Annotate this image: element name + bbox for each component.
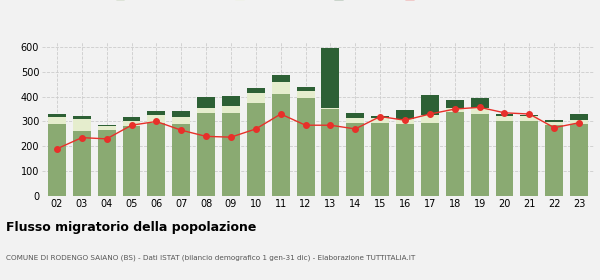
Text: Flusso migratorio della popolazione: Flusso migratorio della popolazione xyxy=(6,221,256,234)
Bar xyxy=(73,119,91,131)
Bar xyxy=(570,120,588,124)
Bar xyxy=(197,97,215,108)
Bar xyxy=(371,123,389,196)
Bar xyxy=(322,108,340,109)
Bar xyxy=(396,120,414,124)
Bar xyxy=(296,87,314,91)
Bar xyxy=(296,98,314,196)
Bar xyxy=(396,110,414,120)
Bar xyxy=(296,91,314,98)
Bar xyxy=(222,113,240,196)
Bar xyxy=(446,111,464,196)
Bar xyxy=(496,116,514,122)
Bar xyxy=(197,113,215,196)
Bar xyxy=(48,116,66,124)
Bar xyxy=(545,122,563,125)
Bar xyxy=(172,116,190,124)
Bar xyxy=(197,108,215,113)
Bar xyxy=(172,124,190,196)
Bar xyxy=(421,123,439,196)
Bar xyxy=(520,115,538,116)
Bar xyxy=(48,124,66,196)
Bar xyxy=(421,95,439,115)
Bar xyxy=(247,93,265,103)
Bar xyxy=(446,100,464,108)
Bar xyxy=(421,115,439,123)
Bar xyxy=(122,122,140,127)
Bar xyxy=(48,113,66,116)
Bar xyxy=(222,96,240,106)
Bar xyxy=(346,113,364,118)
Bar xyxy=(172,111,190,116)
Bar xyxy=(222,106,240,113)
Legend: Iscritti (da altri comuni), Iscritti (dall'estero), Iscritti (altri), Cancellati: Iscritti (da altri comuni), Iscritti (da… xyxy=(112,0,524,4)
Bar xyxy=(73,116,91,119)
Bar xyxy=(322,109,340,196)
Bar xyxy=(122,127,140,196)
Bar xyxy=(371,118,389,123)
Bar xyxy=(98,127,116,130)
Bar xyxy=(570,124,588,196)
Text: COMUNE DI RODENGO SAIANO (BS) - Dati ISTAT (bilancio demografico 1 gen-31 dic) -: COMUNE DI RODENGO SAIANO (BS) - Dati IST… xyxy=(6,255,415,261)
Bar xyxy=(73,131,91,196)
Bar xyxy=(470,98,488,108)
Bar xyxy=(371,116,389,118)
Bar xyxy=(148,115,166,123)
Bar xyxy=(470,108,488,114)
Bar xyxy=(272,82,290,94)
Bar xyxy=(496,122,514,196)
Bar xyxy=(446,108,464,111)
Bar xyxy=(520,122,538,196)
Bar xyxy=(570,113,588,120)
Bar xyxy=(396,124,414,196)
Bar xyxy=(272,75,290,82)
Bar xyxy=(545,120,563,122)
Bar xyxy=(148,123,166,196)
Bar xyxy=(496,114,514,116)
Bar xyxy=(247,88,265,93)
Bar xyxy=(148,111,166,115)
Bar xyxy=(98,130,116,196)
Bar xyxy=(98,125,116,127)
Bar xyxy=(346,123,364,196)
Bar xyxy=(247,103,265,196)
Bar xyxy=(272,94,290,196)
Bar xyxy=(520,116,538,122)
Bar xyxy=(545,125,563,196)
Bar xyxy=(470,114,488,196)
Bar xyxy=(346,118,364,123)
Bar xyxy=(122,117,140,122)
Bar xyxy=(322,48,340,108)
